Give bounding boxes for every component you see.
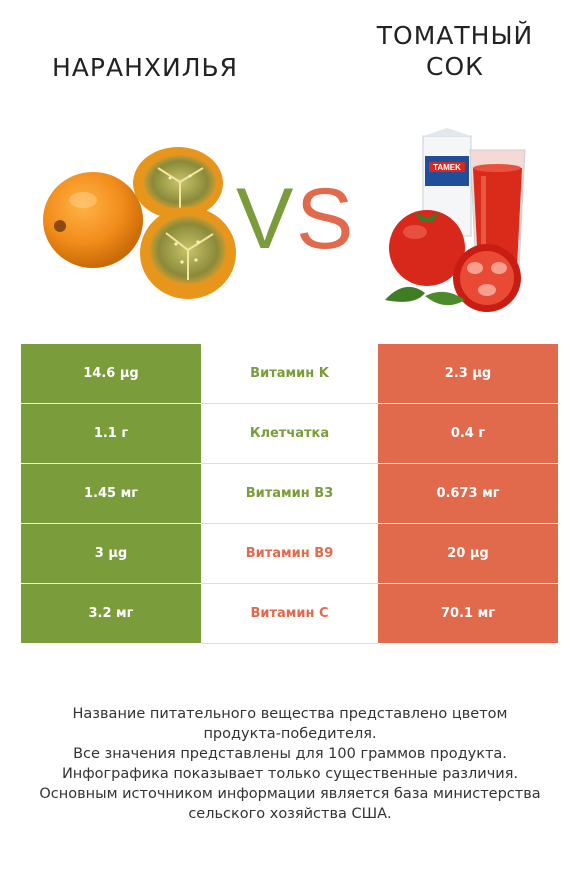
vs-letter-s: S [296, 171, 350, 258]
right-value: 20 µg [378, 523, 558, 584]
footer-line-2: продукта-победителя. [203, 726, 377, 742]
vs-mark: V S [236, 171, 350, 258]
right-product-title: ТОМАТНЫЙ СОК [345, 20, 565, 82]
nutrient-name: Витамин B3 [201, 463, 378, 524]
footer-notes: Название питательного вещества представл… [20, 704, 560, 824]
footer-line-5: Основным источником информации является … [39, 786, 541, 802]
nutrient-name: Клетчатка [201, 403, 378, 464]
vs-letter-v: V [236, 171, 293, 258]
left-value: 3.2 мг [21, 583, 201, 644]
right-value: 2.3 µg [378, 344, 558, 404]
footer-line-4: Инфографика показывает только существенн… [61, 766, 519, 782]
nutrient-name: Витамин B9 [201, 523, 378, 584]
left-value: 1.1 г [21, 403, 201, 464]
nutrient-name: Витамин C [201, 583, 378, 644]
comparison-row: 1.1 г Клетчатка 0.4 г [21, 403, 558, 464]
right-title-line-2: СОК [426, 52, 484, 81]
juice-brand-label: TAMEK [433, 163, 461, 172]
tomato-juice-image: TAMEK [385, 128, 526, 312]
left-value: 3 µg [21, 523, 201, 584]
footer-line-3: Все значения представлены для 100 граммо… [73, 746, 507, 762]
comparison-row: 3.2 мг Витамин C 70.1 мг [21, 583, 558, 644]
left-value: 1.45 мг [21, 463, 201, 524]
left-value: 14.6 µg [21, 344, 201, 404]
right-title-line-1: ТОМАТНЫЙ [376, 21, 534, 50]
right-value: 70.1 мг [378, 583, 558, 644]
left-product-title: НАРАНХИЛЬЯ [51, 53, 239, 82]
right-value: 0.673 мг [378, 463, 558, 524]
naranjilla-image [43, 147, 236, 299]
comparison-row: 3 µg Витамин B9 20 µg [21, 523, 558, 584]
comparison-table: 14.6 µg Витамин K 2.3 µg 1.1 г Клетчатка 0.4 … [21, 344, 558, 644]
footer-line-1: Название питательного вещества представл… [72, 706, 508, 722]
footer-line-6: сельского хозяйства США. [188, 806, 392, 822]
comparison-row: 14.6 µg Витамин K 2.3 µg [21, 344, 558, 404]
nutrient-name: Витамин K [201, 344, 378, 404]
right-value: 0.4 г [378, 403, 558, 464]
comparison-row: 1.45 мг Витамин B3 0.673 мг [21, 463, 558, 524]
